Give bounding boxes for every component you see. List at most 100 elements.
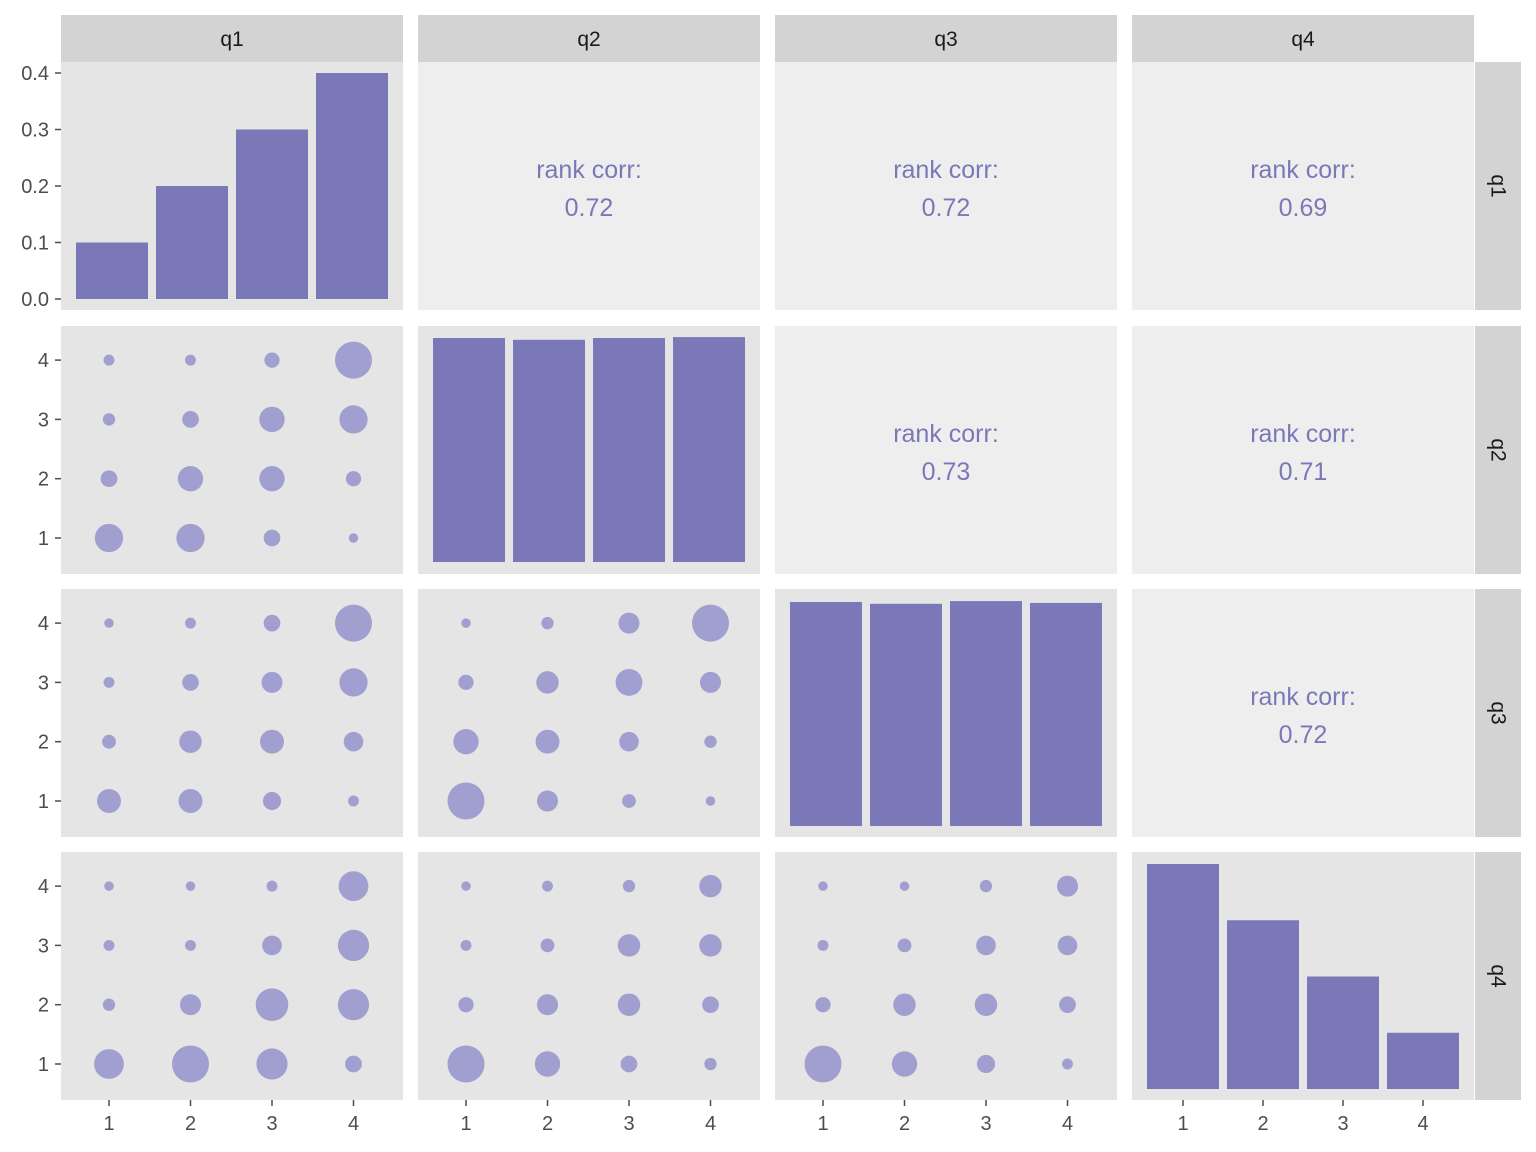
bubble-q4-q2-2-1 — [534, 1051, 561, 1077]
bubble-q4-q1-4-1 — [345, 1055, 362, 1073]
corr-label-q1-q3: rank corr: — [893, 156, 999, 184]
panel-q1-q4 — [1132, 62, 1474, 310]
bubble-q3-q2-3-2 — [619, 731, 639, 752]
col-strip-label-q1: q1 — [220, 28, 243, 51]
bubble-q4-q1-1-4 — [104, 881, 114, 891]
bubble-q4-q1-1-2 — [102, 998, 116, 1011]
bubble-q4-q1-4-4 — [338, 871, 369, 901]
bubble-q4-q1-3-1 — [256, 1048, 288, 1080]
xtick-label-q1-2: 2 — [185, 1113, 196, 1135]
ytick-label-q1-0.2: 0.2 — [21, 176, 49, 198]
bubble-q3-q1-2-1 — [178, 789, 203, 813]
bubble-q4-q3-4-1 — [1062, 1058, 1073, 1070]
bar-q4-3 — [1307, 976, 1379, 1089]
bubble-q3-q2-2-2 — [535, 729, 560, 754]
xtick-label-q3-4: 4 — [1062, 1113, 1073, 1135]
col-strip-q2 — [418, 15, 760, 62]
panel-q1-q3 — [775, 62, 1117, 310]
ytick-label-q1-0.4: 0.4 — [21, 63, 49, 85]
bubble-q4-q2-4-1 — [704, 1057, 717, 1071]
ytick-label-q3-2: 2 — [38, 732, 49, 754]
bubble-q2-q1-3-4 — [264, 352, 280, 368]
panel-q3-q4 — [1132, 589, 1474, 837]
ytick-label-q4-1: 1 — [38, 1054, 49, 1076]
bubble-q4-q2-3-4 — [622, 879, 636, 893]
bubble-q4-q1-4-2 — [337, 989, 370, 1021]
bubble-q3-q1-2-3 — [182, 674, 199, 691]
bubble-q4-q3-1-3 — [817, 939, 829, 951]
bubble-q3-q1-3-4 — [263, 614, 281, 632]
bubble-q3-q1-2-2 — [179, 730, 202, 753]
bar-q4-2 — [1227, 920, 1299, 1089]
bubble-q3-q2-3-1 — [622, 794, 636, 808]
bubble-q4-q3-4-2 — [1059, 996, 1076, 1014]
panel-q1-q2 — [418, 62, 760, 310]
xtick-label-q2-4: 4 — [705, 1113, 716, 1135]
bubble-q4-q1-3-4 — [266, 880, 278, 892]
bubble-q3-q2-2-3 — [536, 671, 559, 694]
bubble-q4-q3-1-1 — [804, 1045, 842, 1083]
xtick-label-q3-2: 2 — [899, 1113, 910, 1135]
xtick-label-q2-1: 1 — [460, 1113, 471, 1135]
col-strip-q4 — [1132, 15, 1474, 62]
bubble-q3-q1-3-1 — [262, 791, 282, 811]
bubble-q4-q1-2-2 — [179, 994, 202, 1016]
bubble-q3-q1-1-2 — [102, 734, 116, 749]
row-strip-label-q3: q3 — [1487, 701, 1510, 724]
bubble-q2-q1-2-4 — [185, 354, 196, 366]
bubble-q4-q2-3-2 — [617, 993, 641, 1016]
col-strip-label-q3: q3 — [934, 28, 957, 51]
bubble-q3-q2-1-1 — [447, 782, 485, 820]
bubble-q3-q2-4-4 — [692, 604, 729, 642]
bubble-q3-q1-4-2 — [343, 731, 364, 752]
bubble-q3-q2-1-2 — [453, 729, 479, 755]
bar-q2-2 — [513, 339, 585, 562]
corr-label-q1-q4: rank corr: — [1250, 156, 1356, 184]
bubble-q3-q1-3-3 — [261, 671, 283, 693]
bubble-q4-q3-2-2 — [893, 993, 916, 1016]
xtick-label-q1-1: 1 — [103, 1113, 114, 1135]
bubble-q2-q1-4-1 — [348, 533, 359, 543]
bubble-q4-q3-3-4 — [979, 879, 993, 893]
bubble-q3-q1-1-1 — [97, 789, 121, 813]
bubble-q4-q3-3-1 — [976, 1054, 996, 1074]
bubble-q2-q1-4-3 — [339, 405, 368, 434]
bubble-q4-q1-2-3 — [185, 939, 196, 951]
corr-label-q2-q4: rank corr: — [1250, 420, 1356, 448]
xtick-label-q2-2: 2 — [542, 1113, 553, 1135]
bubble-q4-q2-3-3 — [617, 934, 641, 957]
bar-q1-2 — [156, 186, 228, 299]
bubble-q4-q3-3-2 — [974, 993, 998, 1016]
bar-q4-4 — [1387, 1032, 1459, 1089]
bubble-q4-q2-2-4 — [542, 880, 553, 892]
bubble-q4-q2-2-3 — [540, 938, 555, 953]
bubble-q4-q2-1-1 — [447, 1045, 485, 1083]
corr-value-q1-q3: 0.72 — [922, 194, 971, 222]
bubble-q3-q2-3-4 — [618, 612, 640, 634]
bar-q3-2 — [870, 603, 942, 826]
bubble-q3-q1-1-4 — [104, 618, 114, 628]
bubble-q3-q2-3-3 — [615, 668, 643, 696]
ytick-label-q2-3: 3 — [38, 409, 49, 431]
bar-q1-1 — [76, 242, 148, 299]
xtick-label-q1-3: 3 — [266, 1113, 277, 1135]
corr-value-q2-q3: 0.73 — [922, 458, 971, 486]
col-strip-q1 — [61, 15, 403, 62]
ytick-label-q2-2: 2 — [38, 469, 49, 491]
col-strip-label-q4: q4 — [1291, 28, 1315, 51]
bar-q2-3 — [593, 338, 665, 562]
xtick-label-q4-2: 2 — [1257, 1113, 1268, 1135]
bubble-q4-q1-3-2 — [255, 988, 289, 1022]
bar-q1-4 — [316, 73, 388, 299]
bubble-q4-q3-2-3 — [897, 938, 912, 953]
row-strip-q3 — [1475, 589, 1521, 837]
ytick-label-q2-1: 1 — [38, 528, 49, 550]
ytick-label-q4-4: 4 — [38, 876, 49, 898]
bubble-q2-q1-4-2 — [345, 471, 362, 487]
xtick-label-q4-1: 1 — [1177, 1113, 1188, 1135]
row-strip-label-q2: q2 — [1487, 438, 1510, 461]
bubble-q2-q1-2-3 — [182, 411, 199, 428]
bubble-q4-q1-2-1 — [172, 1045, 209, 1083]
bubble-q2-q1-3-1 — [263, 529, 281, 547]
